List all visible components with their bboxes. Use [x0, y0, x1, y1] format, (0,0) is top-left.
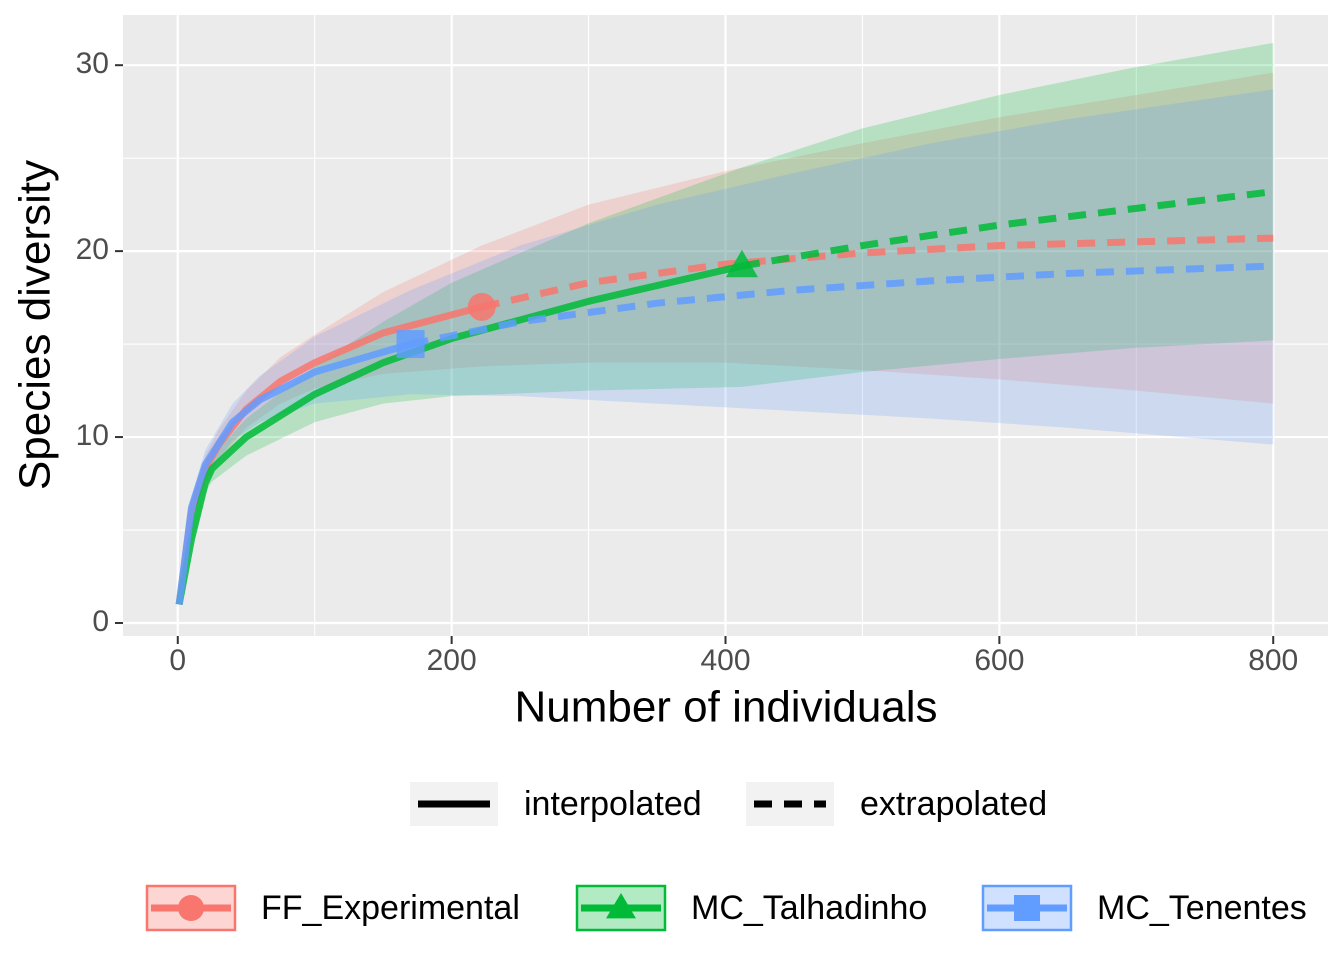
axes: 0 200 400 600 800 0 10 20 30 — [76, 47, 1299, 677]
interpolated-line — [175, 340, 412, 605]
legend-label: FF_Experimental — [261, 889, 520, 927]
x-tick-label: 0 — [169, 644, 186, 677]
marker — [606, 893, 636, 919]
x-tick-label: 400 — [700, 644, 750, 677]
y-tick-label: 30 — [76, 47, 109, 80]
marker — [178, 895, 204, 921]
legend-label: extrapolated — [860, 785, 1047, 823]
x-tick-label: 800 — [1248, 644, 1298, 677]
bands — [179, 42, 1274, 605]
x-axis-title: Number of individuals — [514, 683, 937, 732]
x-tick-label: 200 — [427, 644, 477, 677]
y-tick-label: 20 — [76, 233, 109, 266]
legend-label: interpolated — [524, 785, 702, 823]
legend: interpolated extrapolated FF_Experimental M… — [145, 782, 1307, 932]
marker — [396, 330, 425, 359]
marker — [725, 249, 759, 278]
extrapolated-line — [409, 262, 1274, 348]
lines — [175, 188, 1274, 606]
y-tick-label: 10 — [76, 419, 109, 452]
marker — [1014, 895, 1040, 921]
interpolated-line — [175, 262, 743, 606]
x-tick-label: 600 — [974, 644, 1024, 677]
marker — [467, 292, 496, 321]
grid — [123, 15, 1328, 636]
legend-label: MC_Talhadinho — [691, 889, 927, 927]
confidence-band — [179, 72, 1274, 605]
y-axis-title: Species diversity — [11, 160, 60, 490]
confidence-band — [179, 89, 1274, 605]
y-tick-label: 0 — [92, 605, 109, 638]
confidence-band — [179, 42, 1274, 605]
legend-label: MC_Tenentes — [1097, 889, 1307, 927]
